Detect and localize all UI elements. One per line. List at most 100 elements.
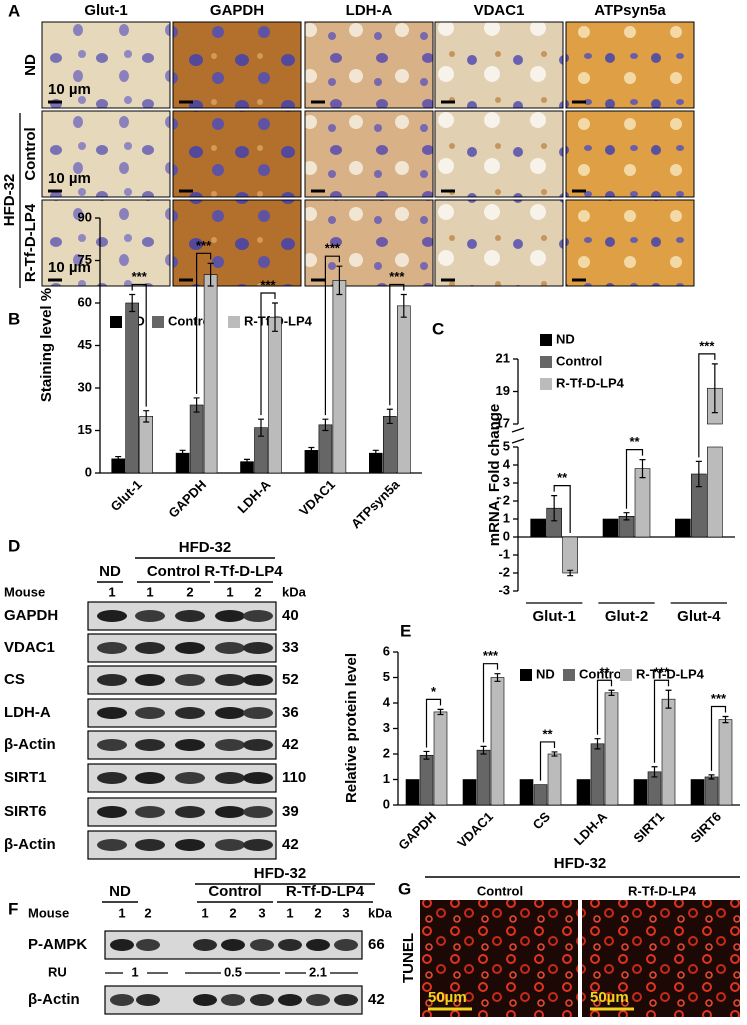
blot-band [306, 939, 330, 951]
significance-bracket [710, 705, 727, 771]
blot-band [110, 939, 134, 951]
bar [718, 719, 733, 806]
error-bar [494, 673, 501, 682]
y-tick-label: 1 [503, 510, 510, 525]
blot-band [175, 772, 205, 784]
significance-bracket [596, 679, 613, 735]
column-header: ATPsyn5a [594, 2, 666, 19]
significance-label: *** [483, 648, 499, 663]
blot-label: VDAC1 [4, 639, 55, 656]
blot-label: β-Actin [4, 736, 56, 753]
axis-break [511, 427, 525, 433]
kda-label: 66 [368, 936, 385, 953]
bar [661, 698, 676, 806]
significance-bracket [625, 449, 644, 509]
kda-label: 40 [282, 607, 299, 624]
kda-label: 52 [282, 671, 299, 688]
micrograph [420, 900, 578, 1017]
micrograph [172, 21, 302, 109]
micrograph [565, 110, 695, 198]
blot-band [135, 839, 165, 851]
blot-label: SIRT6 [4, 803, 47, 820]
micrograph [172, 110, 302, 198]
blot-band [243, 772, 273, 784]
legend-label: ND [556, 331, 575, 346]
y-tick-label: 19 [496, 383, 510, 398]
lane-label: 3 [342, 905, 349, 920]
blot-band [175, 707, 205, 719]
legend-swatch [520, 669, 532, 681]
ru-value: 1 [131, 964, 138, 979]
scale-bar-label: 50µm [590, 989, 629, 1006]
legend-swatch [152, 316, 164, 328]
bar [396, 305, 411, 474]
error-bar [722, 715, 729, 724]
y-tick-label: -2 [498, 564, 510, 579]
error-bar [437, 708, 444, 716]
lane-label: 1 [226, 584, 233, 599]
blot-band [193, 994, 217, 1006]
blot-band [215, 739, 245, 751]
blot-band [215, 707, 245, 719]
micrograph [434, 110, 564, 198]
micrograph [41, 21, 171, 109]
bar [633, 779, 648, 806]
significance-bracket [260, 292, 276, 416]
blot-band [278, 994, 302, 1006]
error-bar [272, 302, 278, 332]
panel-label: B [8, 309, 20, 328]
legend-swatch [540, 334, 552, 346]
significance-bracket [698, 353, 716, 458]
lane-label: 3 [258, 905, 265, 920]
x-tick-label: VDAC1 [454, 809, 496, 851]
significance-label: *** [325, 241, 341, 256]
blot-band [97, 707, 127, 719]
error-bar [567, 569, 574, 577]
blot-band [175, 839, 205, 851]
column-header: LDH-A [346, 2, 393, 19]
significance-bracket [653, 679, 670, 763]
error-bar [207, 262, 214, 287]
y-tick-label: 0 [85, 464, 92, 479]
group-label: HFD-32 [254, 865, 307, 882]
micrograph [582, 900, 740, 1017]
bar [590, 743, 605, 806]
kda-header: kDa [368, 905, 393, 920]
micrograph [304, 110, 434, 198]
blot-band [243, 707, 273, 719]
legend-label: ND [536, 666, 555, 681]
error-bar [129, 293, 136, 313]
legend-label: Control [579, 666, 625, 681]
blot-band [250, 939, 274, 951]
blot-band [135, 772, 165, 784]
x-tick-label: Glut-1 [532, 608, 575, 625]
panel-label: E [400, 621, 411, 640]
group-label: HFD-32 [179, 539, 232, 556]
x-tick-label: Glut-4 [677, 608, 721, 625]
y-tick-label: 0 [383, 796, 390, 811]
blot-band [278, 939, 302, 951]
bar [704, 776, 719, 806]
blot-band [215, 839, 245, 851]
x-tick-label: CS [530, 809, 554, 833]
scale-bar-label: 50µm [428, 989, 467, 1006]
bar [139, 416, 153, 474]
bar [707, 446, 723, 538]
blot-band [215, 674, 245, 686]
blot-band [97, 610, 127, 622]
significance-label: *** [654, 665, 670, 680]
condition-label: R-Tf-D-LP4 [628, 883, 697, 898]
blot-band [243, 610, 273, 622]
panel-label: G [398, 879, 411, 898]
bar [268, 316, 282, 474]
error-bar [193, 397, 200, 413]
lane-label: 1 [108, 584, 115, 599]
condition-label: R-Tf-D-LP4 [204, 563, 283, 580]
micrograph [172, 199, 302, 287]
significance-bracket [539, 741, 556, 781]
y-axis-label: mRNA, Fold change [486, 404, 503, 547]
significance-label: ** [542, 726, 553, 741]
significance-bracket [482, 663, 499, 743]
lane-label: 2 [254, 584, 261, 599]
bar [203, 274, 218, 474]
